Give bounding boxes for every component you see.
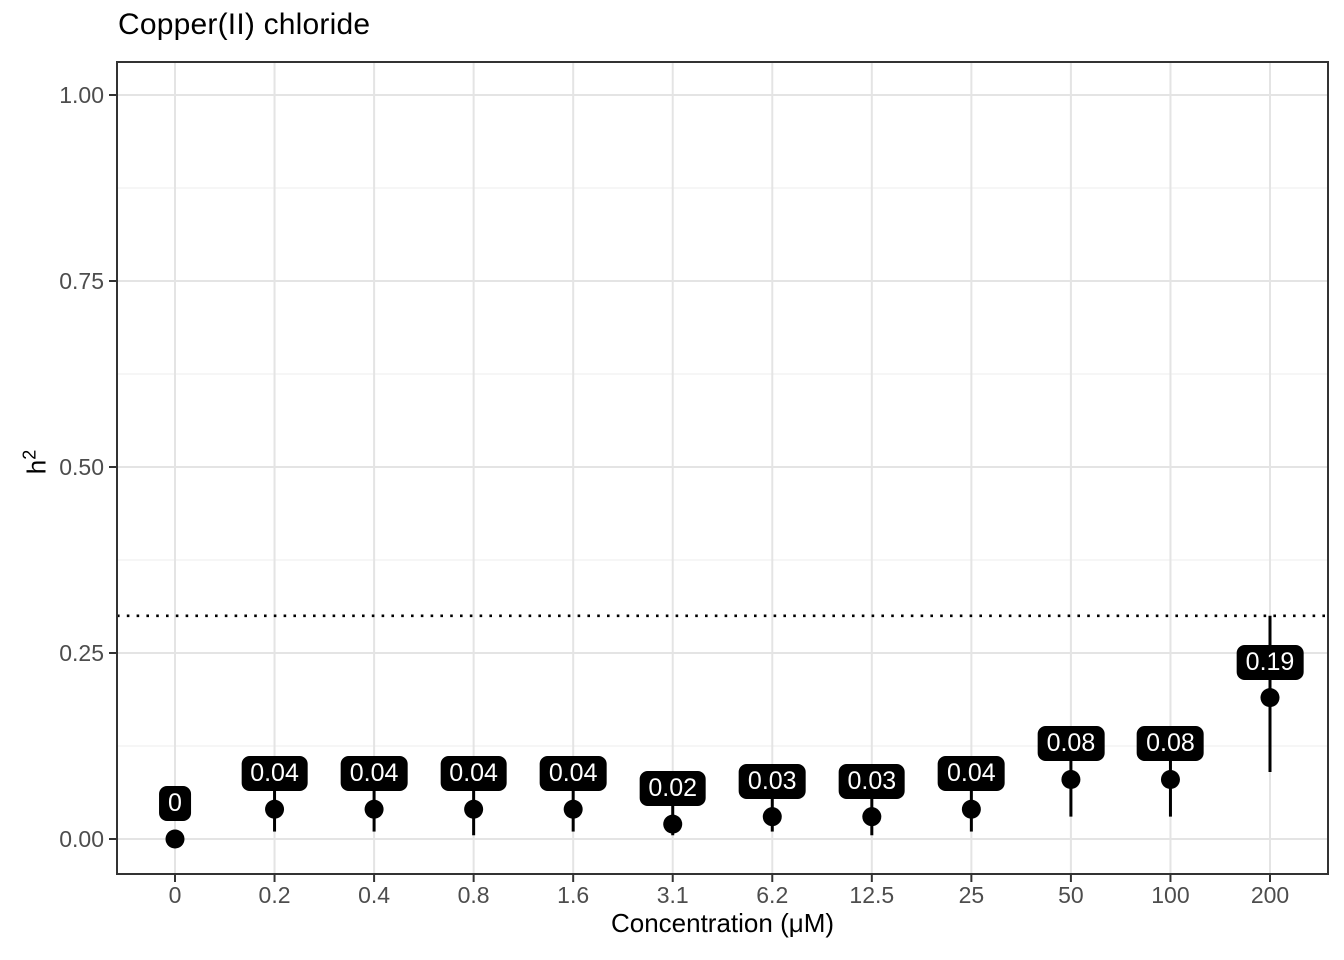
value-label: 0 [159, 786, 191, 821]
value-label: 0.03 [738, 763, 806, 799]
data-point [663, 814, 683, 834]
x-tick-label: 0.2 [258, 882, 291, 908]
x-tick-label: 1.6 [557, 882, 590, 908]
data-point [464, 799, 484, 819]
value-label: 0.02 [639, 771, 707, 807]
x-tick-label: 12.5 [849, 882, 895, 908]
value-label: 0.04 [938, 756, 1005, 792]
data-point [1061, 769, 1081, 789]
value-label: 0.04 [340, 756, 408, 792]
data-point [165, 829, 185, 849]
x-tick-label: 100 [1151, 882, 1190, 908]
x-tick-label: 3.1 [656, 882, 689, 908]
value-label: 0.08 [1037, 726, 1105, 762]
x-tick-label: 0.4 [358, 882, 391, 908]
value-label: 0.04 [440, 756, 507, 792]
data-point [862, 807, 882, 827]
value-label: 0.04 [539, 756, 607, 792]
x-tick-label: 0 [168, 882, 182, 908]
y-tick-label: 0.50 [59, 454, 104, 480]
data-point [1160, 769, 1180, 789]
y-tick-label: 0.00 [59, 826, 104, 852]
y-tick-label: 0.25 [59, 640, 104, 666]
value-label: 0.03 [838, 763, 906, 799]
chart-title: Copper(II) chloride [118, 8, 371, 41]
x-tick-label: 6.2 [756, 882, 789, 908]
value-label: 0.04 [241, 756, 308, 792]
x-axis-title: Concentration (μM) [610, 908, 835, 938]
y-tick-label: 1.00 [59, 82, 104, 108]
x-tick-label: 0.8 [457, 882, 490, 908]
data-point [563, 799, 583, 819]
data-point [265, 799, 285, 819]
data-point [762, 807, 782, 827]
value-label: 0.08 [1137, 726, 1204, 762]
y-tick-label: 0.75 [59, 268, 104, 294]
value-label: 0.19 [1236, 644, 1304, 680]
x-tick-label: 50 [1058, 882, 1084, 908]
data-point [364, 799, 384, 819]
data-point [1260, 688, 1280, 708]
x-tick-label: 25 [958, 882, 985, 908]
data-point [961, 799, 981, 819]
x-tick-label: 200 [1250, 882, 1290, 908]
